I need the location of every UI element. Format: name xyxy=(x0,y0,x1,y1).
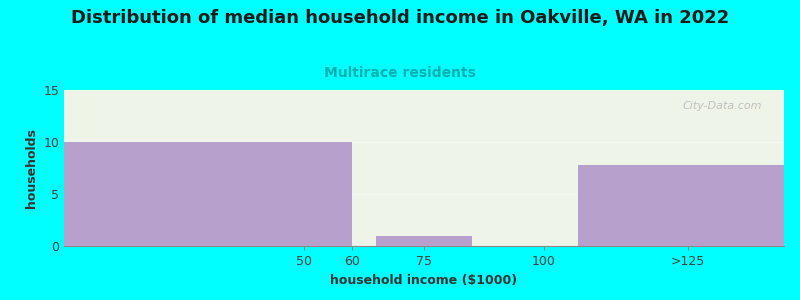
Text: Distribution of median household income in Oakville, WA in 2022: Distribution of median household income … xyxy=(71,9,729,27)
Text: City-Data.com: City-Data.com xyxy=(683,101,762,111)
Text: Multirace residents: Multirace residents xyxy=(324,66,476,80)
X-axis label: household income ($1000): household income ($1000) xyxy=(330,274,518,286)
Y-axis label: households: households xyxy=(25,128,38,208)
Bar xyxy=(376,236,472,246)
Bar xyxy=(578,165,784,246)
Bar xyxy=(64,142,352,246)
